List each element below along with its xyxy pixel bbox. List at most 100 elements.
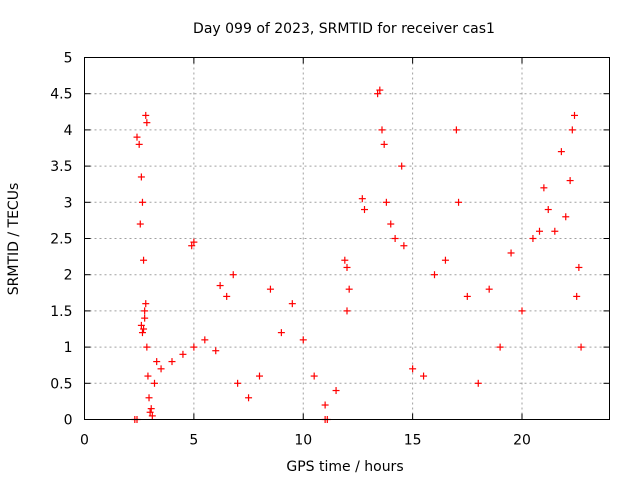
y-tick-label: 2.5 <box>50 232 72 248</box>
data-point <box>201 336 209 344</box>
data-point <box>540 184 548 192</box>
data-point <box>391 235 399 242</box>
data-point <box>137 173 145 181</box>
data-point <box>568 126 576 134</box>
data-point <box>455 198 463 206</box>
y-tick-label: 4 <box>64 123 73 139</box>
data-point <box>507 249 515 257</box>
data-point <box>142 111 150 119</box>
data-point <box>496 343 504 351</box>
data-point <box>140 256 148 264</box>
y-tick-label: 1 <box>64 340 73 356</box>
data-point <box>441 256 449 264</box>
data-point <box>332 387 340 395</box>
x-tick-label: 5 <box>189 433 198 449</box>
data-point <box>378 126 386 134</box>
data-point <box>485 285 493 293</box>
data-point <box>577 343 585 351</box>
data-point <box>345 285 353 293</box>
data-point <box>141 314 149 322</box>
data-point <box>361 206 368 214</box>
y-tick-label: 1.5 <box>50 304 72 320</box>
x-tick-label: 10 <box>294 433 312 449</box>
data-point <box>256 372 263 380</box>
data-point <box>157 365 165 373</box>
data-point <box>135 140 143 148</box>
data-point <box>212 347 220 355</box>
data-point <box>133 133 141 141</box>
data-point <box>310 372 318 380</box>
data-point <box>562 213 570 221</box>
data-point <box>343 307 351 315</box>
data-point <box>245 394 253 402</box>
chart-title: Day 099 of 2023, SRMTID for receiver cas… <box>193 21 495 37</box>
data-point <box>216 282 224 290</box>
data-point <box>144 372 152 380</box>
data-point <box>420 372 428 380</box>
data-point <box>575 263 583 271</box>
data-point <box>518 307 526 315</box>
y-tick-label: 5 <box>64 51 73 67</box>
data-point <box>141 307 149 315</box>
y-tick-label: 0.5 <box>50 376 72 392</box>
data-point <box>190 238 198 246</box>
data-point <box>452 126 460 134</box>
data-point <box>551 227 559 235</box>
data-point <box>566 177 574 185</box>
data-point <box>398 162 406 170</box>
data-point <box>341 256 349 264</box>
data-point <box>382 198 390 206</box>
data-point <box>153 358 161 366</box>
data-point <box>321 401 329 409</box>
x-axis-label: GPS time / hours <box>286 459 403 475</box>
y-tick-label: 4.5 <box>50 87 72 103</box>
data-point <box>145 394 153 402</box>
data-point <box>138 329 146 337</box>
data-point <box>387 220 395 228</box>
axis-ticks: 0 0.5 1 1.5 2 2.5 3 3.5 4 4.5 5 0 5 10 15 20 <box>50 51 610 449</box>
y-tick-label: 3.5 <box>50 159 72 175</box>
x-tick-label: 15 <box>404 433 422 449</box>
data-point <box>376 86 384 94</box>
data-point <box>146 408 154 416</box>
data-point <box>380 140 388 148</box>
data-point <box>463 292 471 300</box>
data-point <box>168 358 176 366</box>
y-tick-label: 2 <box>64 268 73 284</box>
data-point <box>573 292 581 300</box>
data-point <box>190 343 198 351</box>
data-point <box>143 343 151 351</box>
grid <box>84 57 610 420</box>
data-point <box>179 350 187 358</box>
data-point <box>571 111 578 119</box>
data-point <box>266 285 274 293</box>
data-point <box>140 325 148 333</box>
data-point <box>148 412 156 420</box>
data-point <box>136 220 144 228</box>
data-point <box>143 119 151 127</box>
y-tick-label: 3 <box>64 195 73 211</box>
y-axis-label: SRMTID / TECUs <box>6 183 22 296</box>
data-point <box>343 263 351 271</box>
data-point <box>431 271 438 279</box>
data-point <box>544 206 552 214</box>
data-point <box>474 379 482 387</box>
data-point <box>277 329 285 337</box>
data-point <box>409 365 417 373</box>
data-point <box>229 271 237 279</box>
data-point <box>358 195 366 203</box>
data-point <box>142 300 150 308</box>
data-point <box>138 198 146 206</box>
data-point <box>288 300 296 308</box>
data-point <box>147 405 155 413</box>
x-tick-label: 0 <box>80 433 89 449</box>
data-point <box>529 235 537 242</box>
data-point <box>151 379 158 387</box>
data-points <box>131 86 585 423</box>
data-point <box>188 242 196 250</box>
data-point <box>299 336 307 344</box>
data-point <box>223 292 231 300</box>
data-point <box>400 242 408 250</box>
data-point <box>137 321 145 329</box>
